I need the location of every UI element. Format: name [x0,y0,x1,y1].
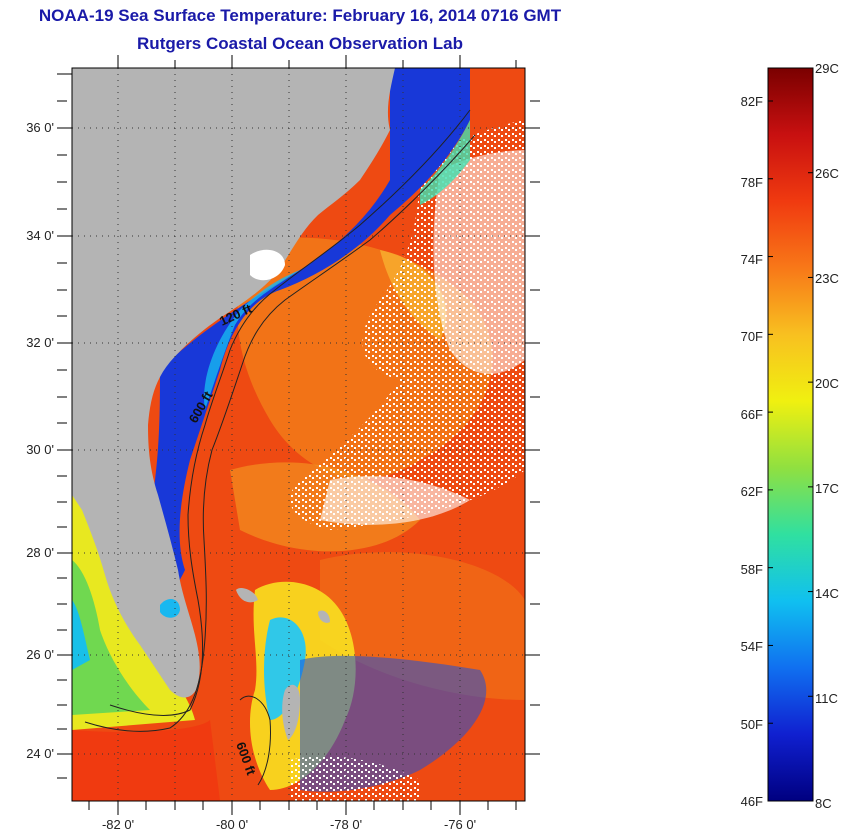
colorbar-c-label: 20C [815,376,839,391]
colorbar-c-label: 14C [815,586,839,601]
colorbar-f-label: 50F [741,717,763,732]
island-abaco [318,610,330,623]
lon-labels: -82 0' -80 0' -78 0' -76 0' [102,817,476,832]
cool-edge-north [420,120,470,205]
cloud-cover-south [320,476,470,525]
colorbar-c-label: 8C [815,796,832,811]
lat-label: 24 0' [26,746,54,761]
land-mainland [72,68,395,698]
colorbar-f-label: 78F [741,175,763,190]
gulf-shelf-cyan [72,600,90,670]
lat-label: 28 0' [26,545,54,560]
lon-label: -80 0' [216,817,248,832]
colorbar-c-label: 23C [815,271,839,286]
graticule [72,68,525,801]
colorbar [767,67,814,802]
lake-okeechobee [160,598,180,618]
lat-label: 32 0' [26,335,54,350]
cold-shelf-water [150,68,470,604]
map-frame [71,67,526,802]
colorbar-ticks [768,67,813,802]
cool-edge [204,270,300,410]
bahamas-cloud [290,756,420,801]
gulf-shelf-green [72,560,150,715]
lat-label: 34 0' [26,228,54,243]
cloud-cover-dense [433,150,525,374]
island-andros [282,684,300,740]
colorbar-c-label: 17C [815,481,839,496]
colorbar-f-label: 74F [741,252,763,267]
island-grand-bahama [236,588,258,603]
lat-labels: 36 0' 34 0' 32 0' 30 0' 28 0' 26 0' 24 0… [26,120,54,761]
lon-label: -78 0' [330,817,362,832]
lat-label: 36 0' [26,120,54,135]
isobath-600ft [84,134,476,732]
lat-label: 30 0' [26,442,54,457]
colorbar-fahrenheit-labels: 82F 78F 74F 70F 66F 62F 58F 54F 50F 46F [741,94,763,809]
pamlico-area [250,249,285,281]
colorbar-c-label: 29C [815,61,839,76]
colorbar-c-label: 26C [815,166,839,181]
lat-tick-marks [57,73,540,779]
colorbar-f-label: 70F [741,329,763,344]
colorbar-f-label: 54F [741,639,763,654]
bahamas-bank-cool [264,617,306,720]
isobath-600ft-south [239,695,271,786]
lon-label: -82 0' [102,817,134,832]
colorbar-f-label: 66F [741,407,763,422]
colorbar-f-label: 46F [741,794,763,809]
gulf-stream-south [72,720,220,801]
colorbar-f-label: 62F [741,484,763,499]
lat-label: 26 0' [26,647,54,662]
sst-map: 120 ft 600 ft 600 ft [72,68,525,801]
lon-tick-marks [88,55,517,815]
colorbar-celsius-labels: 29C 26C 23C 20C 17C 14C 11C 8C [815,61,839,811]
colorbar-f-label: 82F [741,94,763,109]
map-title: NOAA-19 Sea Surface Temperature: Februar… [38,6,562,25]
lon-label: -76 0' [444,817,476,832]
map-subtitle: Rutgers Coastal Ocean Observation Lab [137,34,463,53]
colorbar-f-label: 58F [741,562,763,577]
colorbar-c-label: 11C [815,691,838,706]
